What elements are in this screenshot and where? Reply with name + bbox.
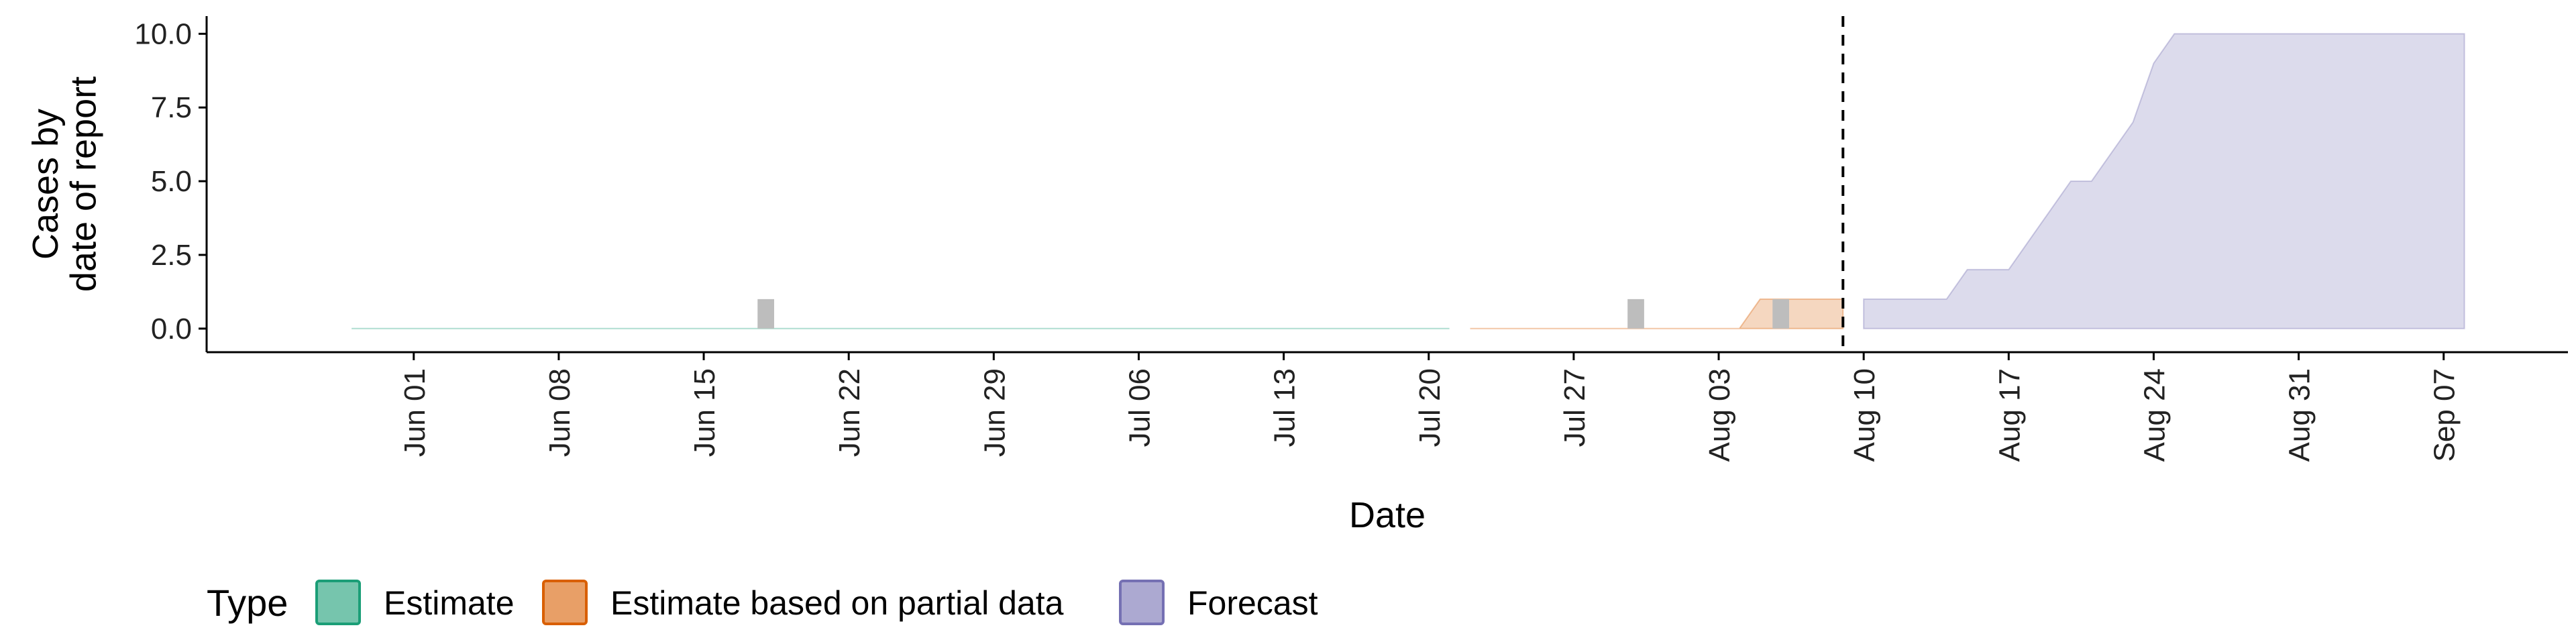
- x-tick-label: Jul 06: [1123, 368, 1156, 447]
- y-axis-title-line: Cases by: [25, 109, 66, 260]
- x-tick-label: Jul 27: [1558, 368, 1591, 447]
- observed-bar: [757, 299, 774, 329]
- x-tick-label: Jul 20: [1413, 368, 1446, 447]
- observed-bar: [1627, 299, 1644, 329]
- legend-label: Forecast: [1187, 584, 1318, 622]
- legend-label: Estimate: [384, 584, 515, 622]
- legend-key-estimate-based-on-partial-data: [542, 580, 588, 625]
- ribbon-forecast: [1863, 33, 2465, 329]
- y-tick-label: 5.0: [151, 165, 192, 198]
- y-axis-title-line: date of report: [64, 76, 104, 292]
- x-tick-label: Aug 03: [1703, 368, 1736, 462]
- x-tick-label: Jun 01: [398, 368, 431, 457]
- y-axis-ticks: 0.0 2.5 5.0 7.5 10.0: [134, 17, 207, 345]
- ribbon-layer: [352, 33, 2465, 329]
- axes: [205, 16, 2568, 354]
- x-tick-label: Aug 17: [1993, 368, 2026, 462]
- x-tick-label: Aug 10: [1848, 368, 1881, 462]
- legend-title: Type: [207, 582, 288, 624]
- x-axis-ticks: Jun 01 Jun 08 Jun 15 Jun 22 Jun 29 Jul 06 Jul …: [398, 352, 2461, 462]
- y-axis-title: Cases bydate of report: [25, 76, 104, 292]
- legend-key-estimate: [315, 580, 361, 625]
- x-tick-label: Jun 08: [543, 368, 576, 457]
- legend: Type Estimate Estimate based on partial da…: [207, 580, 1318, 625]
- legend-key-forecast: [1119, 580, 1165, 625]
- x-tick-label: Aug 31: [2284, 368, 2316, 462]
- x-tick-label: Sep 07: [2428, 368, 2461, 462]
- x-axis-title: Date: [1349, 495, 1426, 535]
- legend-label: Estimate based on partial data: [610, 584, 1064, 622]
- observed-bar: [1772, 299, 1789, 329]
- y-tick-label: 0.0: [151, 313, 192, 345]
- x-tick-label: Jun 22: [833, 368, 866, 457]
- x-tick-label: Jul 13: [1269, 368, 1301, 447]
- observed-bar-layer: [757, 299, 1789, 329]
- x-tick-label: Jun 29: [978, 368, 1011, 457]
- y-tick-label: 2.5: [151, 239, 192, 272]
- ribbon-estimate-based-on-partial-data: [1470, 298, 1844, 329]
- x-tick-label: Jun 15: [688, 368, 721, 457]
- x-tick-label: Aug 24: [2138, 368, 2171, 462]
- y-tick-label: 7.5: [151, 91, 192, 124]
- y-tick-label: 10.0: [134, 17, 192, 50]
